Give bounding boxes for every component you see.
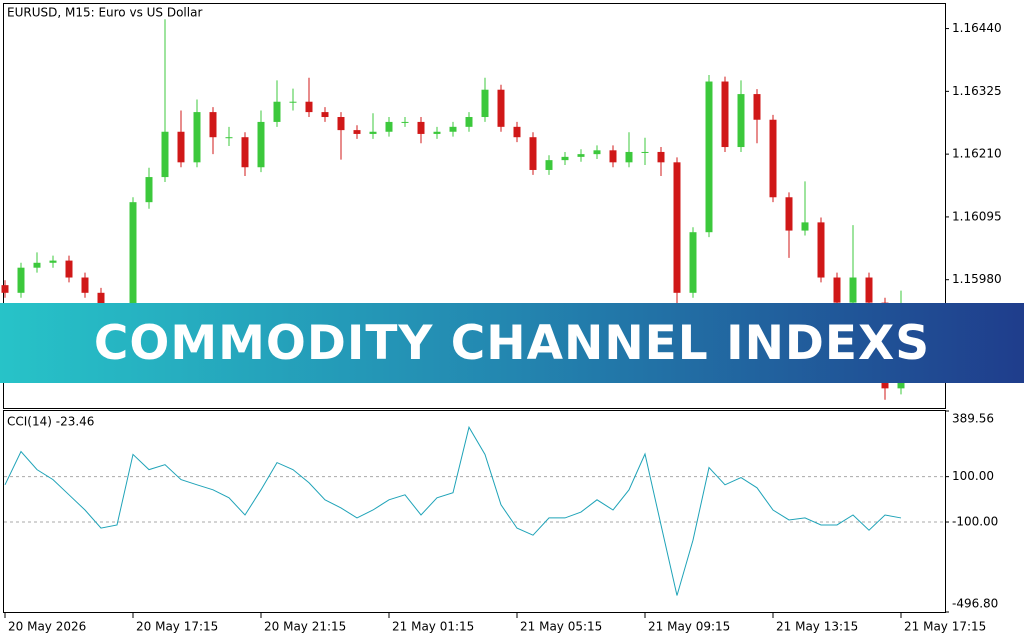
candle-body — [33, 262, 41, 268]
candle-body — [209, 112, 217, 138]
x-tick-label: 21 May 09:15 — [648, 620, 730, 634]
x-tick-label: 21 May 17:15 — [904, 620, 986, 634]
candle-body — [161, 131, 169, 178]
candle-body — [49, 260, 57, 263]
candle-body — [481, 89, 489, 118]
candle-body — [177, 131, 185, 163]
x-tick-label: 20 May 17:15 — [136, 620, 218, 634]
y-tick-label: 1.15980 — [952, 272, 1002, 286]
y-tick-label: 1.16325 — [952, 84, 1002, 98]
candle-body — [737, 94, 745, 148]
candle-body — [449, 126, 457, 132]
candle-body — [17, 267, 25, 293]
candle-body — [561, 156, 569, 161]
cci-line — [4, 425, 902, 596]
candle-body — [673, 162, 681, 293]
candle-body — [129, 202, 137, 333]
banner-text: COMMODITY CHANNEL INDEXS — [93, 315, 931, 371]
candle-body — [257, 121, 265, 168]
candle-body — [689, 232, 697, 293]
candle-body — [305, 101, 313, 113]
y-tick-label: 389.56 — [952, 412, 994, 426]
y-tick-label: -496.80 — [952, 597, 998, 611]
candle-body — [641, 151, 649, 153]
candle-body — [513, 126, 521, 138]
candle-body — [401, 121, 409, 123]
candle-body — [433, 131, 441, 134]
y-tick-label: 100.00 — [952, 469, 994, 483]
candle-body — [753, 94, 761, 120]
candle-body — [289, 101, 297, 103]
candle-body — [241, 137, 249, 168]
candle-body — [801, 222, 809, 231]
candle-body — [369, 131, 377, 134]
cci-panel — [3, 410, 946, 613]
candle-body — [593, 150, 601, 155]
candle-body — [625, 151, 633, 163]
candle-body — [705, 81, 713, 233]
candle-body — [1, 285, 9, 293]
y-tick-label: 1.16095 — [952, 209, 1002, 223]
candle-body — [865, 277, 873, 303]
x-tick-label: 20 May 2026 — [8, 620, 86, 634]
candle-body — [577, 154, 585, 157]
candle-body — [817, 222, 825, 278]
candle-body — [193, 112, 201, 163]
candle-body — [657, 151, 665, 163]
y-tick-label: 1.16210 — [952, 147, 1002, 161]
candle-body — [529, 137, 537, 170]
candle-body — [225, 137, 233, 139]
candle-body — [497, 89, 505, 127]
candle-body — [417, 121, 425, 134]
main-panel — [3, 3, 946, 409]
y-tick-label: 1.16440 — [952, 21, 1002, 35]
candle-body — [145, 177, 153, 203]
candle-body — [353, 130, 361, 134]
candle-body — [833, 277, 841, 303]
x-tick-label: 20 May 21:15 — [264, 620, 346, 634]
candle-body — [769, 119, 777, 198]
candle-body — [465, 117, 473, 127]
banner: COMMODITY CHANNEL INDEXS — [0, 303, 1024, 383]
candle-body — [721, 81, 729, 148]
candle-body — [609, 150, 617, 163]
y-tick-label: -100.00 — [952, 515, 998, 529]
x-tick-label: 21 May 01:15 — [392, 620, 474, 634]
candle-body — [273, 101, 281, 122]
indicator-title: CCI(14) -23.46 — [7, 415, 94, 429]
candle-body — [81, 277, 89, 293]
candle-body — [785, 197, 793, 231]
candle-body — [65, 260, 73, 278]
candle-body — [321, 112, 329, 118]
x-tick-label: 21 May 05:15 — [520, 620, 602, 634]
candle-body — [545, 160, 553, 170]
candle-body — [385, 121, 393, 132]
candle-body — [849, 277, 857, 303]
candle-body — [97, 292, 105, 314]
x-tick-label: 21 May 13:15 — [776, 620, 858, 634]
candle-body — [337, 117, 345, 131]
chart-title: EURUSD, M15: Euro vs US Dollar — [7, 6, 202, 20]
